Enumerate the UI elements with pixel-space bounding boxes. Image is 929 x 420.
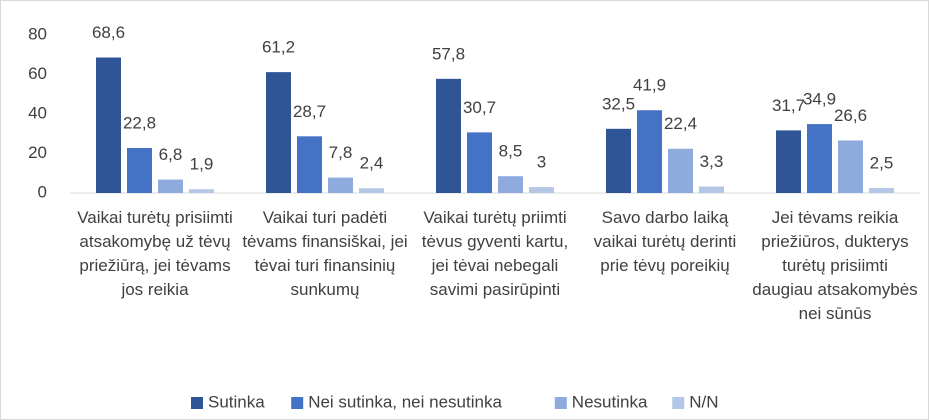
x-tick-label: Vaikai turėtų prisiimti atsakomybę už tė…: [77, 208, 233, 299]
legend-swatch: [672, 397, 685, 409]
legend-label: Nei sutinka, nei nesutinka: [308, 392, 502, 411]
data-label: 7,8: [329, 143, 353, 162]
bar: [668, 148, 693, 193]
bar: [838, 140, 863, 193]
data-label: 6,8: [159, 145, 183, 164]
data-label: 28,7: [293, 102, 326, 121]
bar: [127, 147, 152, 193]
data-label: 2,4: [360, 154, 384, 173]
legend-swatch: [554, 397, 567, 409]
data-label: 61,2: [262, 38, 295, 57]
y-tick-label: 80: [28, 24, 47, 43]
x-tick-label: Vaikai turėtų priimti tėvus gyventi kart…: [421, 208, 569, 299]
bar: [467, 132, 492, 193]
data-label: 57,8: [432, 44, 465, 63]
legend-label: Sutinka: [208, 392, 265, 411]
data-label: 26,6: [834, 106, 867, 125]
bar: [266, 72, 291, 193]
bar: [359, 188, 384, 193]
y-tick-label: 0: [38, 182, 47, 201]
data-label: 22,8: [123, 113, 156, 132]
bar: [158, 179, 183, 193]
bar: [699, 186, 724, 193]
bar: [529, 187, 554, 193]
data-label: 3,3: [700, 152, 724, 171]
data-label: 68,6: [92, 23, 125, 42]
legend-label: N/N: [689, 392, 718, 411]
y-tick-label: 40: [28, 103, 47, 122]
legend-swatch: [191, 397, 203, 409]
bar: [189, 189, 214, 193]
y-tick-label: 20: [28, 143, 47, 162]
data-label: 3: [537, 153, 546, 172]
bar: [96, 57, 121, 193]
bar: [776, 130, 801, 193]
bar: [436, 78, 461, 193]
x-tick-label: Savo darbo laiką vaikai turėtų derinti p…: [593, 208, 737, 275]
legend-label: Nesutinka: [572, 392, 648, 411]
bar: [498, 176, 523, 193]
legend-swatch: [291, 397, 304, 409]
bar: [328, 177, 353, 193]
bar: [297, 136, 322, 193]
bar: [869, 188, 894, 193]
data-label: 8,5: [499, 142, 523, 161]
data-label: 22,4: [664, 114, 697, 133]
y-tick-label: 60: [28, 64, 47, 83]
bar: [606, 128, 631, 193]
data-label: 30,7: [463, 98, 496, 117]
data-label: 31,7: [772, 96, 805, 115]
data-label: 2,5: [870, 154, 894, 173]
data-label: 32,5: [602, 94, 635, 113]
x-tick-label: Jei tėvams reikia priežiūros, dukterys t…: [752, 208, 918, 323]
data-label: 41,9: [633, 76, 666, 95]
x-tick-label: Vaikai turi padėti tėvams finansiškai, j…: [242, 208, 408, 299]
data-label: 34,9: [803, 90, 836, 109]
bar: [807, 124, 832, 193]
data-label: 1,9: [190, 155, 214, 174]
bar: [637, 110, 662, 193]
